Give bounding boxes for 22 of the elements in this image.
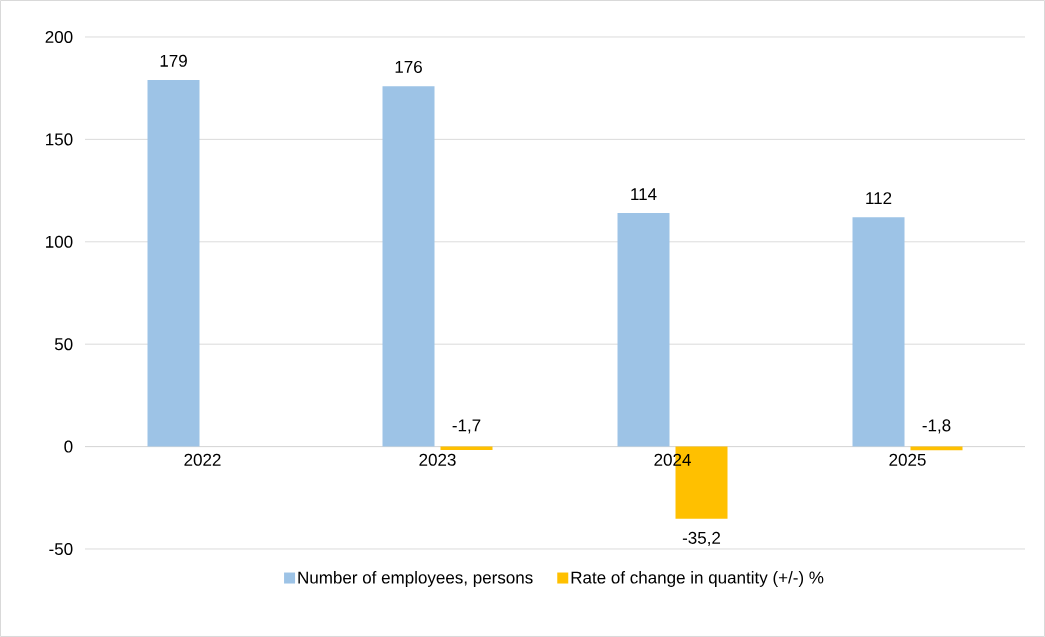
bar	[852, 217, 905, 447]
y-tick-label: 50	[54, 338, 73, 351]
bar	[617, 213, 670, 447]
y-tick-label: -50	[49, 542, 73, 556]
y-tick-label: 0	[64, 440, 73, 453]
bar	[147, 79, 200, 447]
legend-label: Number of employees, persons	[298, 571, 533, 587]
y-tick-label: 100	[46, 235, 73, 248]
legend-label: Rate of change in quantity (+/-) %	[571, 571, 824, 587]
x-tick-label: 2023	[419, 453, 456, 466]
data-label: -1,7	[452, 419, 481, 434]
data-label: 114	[631, 188, 657, 200]
y-tick-label: 150	[46, 133, 73, 146]
y-tick-label: 200	[45, 30, 73, 44]
data-label: 179	[160, 54, 187, 67]
x-tick-label: 2025	[889, 453, 926, 466]
data-label: -35,2	[682, 531, 721, 546]
data-label: 112	[866, 192, 892, 205]
data-label: 176	[395, 60, 422, 73]
data-label: -1,8	[922, 419, 951, 434]
x-tick-label: 2022	[184, 453, 221, 466]
bar	[382, 86, 435, 447]
